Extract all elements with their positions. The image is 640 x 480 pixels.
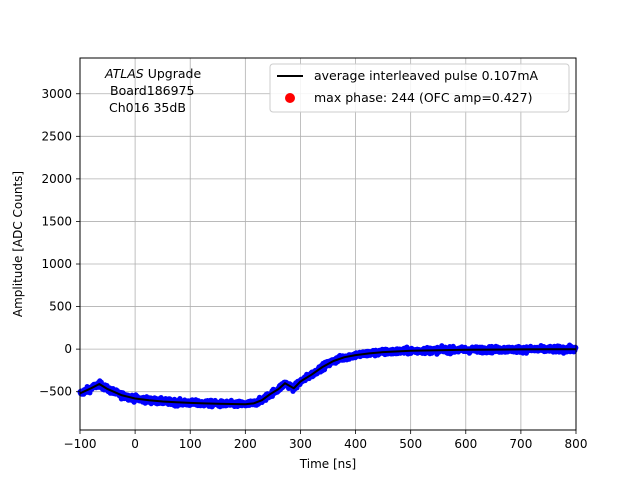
y-axis-ticks: −500 0 500 1000 1500 2000 2500 3000 bbox=[39, 87, 80, 399]
y-tick-label: 2000 bbox=[41, 172, 72, 186]
x-tick-label: 300 bbox=[289, 437, 312, 451]
average-pulse-line bbox=[79, 348, 576, 406]
y-tick-label: 2500 bbox=[41, 129, 72, 143]
legend-marker-swatch bbox=[285, 93, 295, 103]
legend-label-pulse: average interleaved pulse 0.107mA bbox=[314, 68, 539, 83]
x-tick-label: 600 bbox=[454, 437, 477, 451]
plot-frame bbox=[79, 57, 577, 431]
annotation: ATLAS Upgrade Board186975 Ch016 35dB bbox=[104, 66, 201, 115]
y-tick-label: 1000 bbox=[41, 257, 72, 271]
y-tick-label: 0 bbox=[64, 342, 72, 356]
x-tick-label: 800 bbox=[565, 437, 588, 451]
x-tick-label: 700 bbox=[509, 437, 532, 451]
annotation-atlas: ATLAS bbox=[104, 66, 144, 81]
y-tick-label: 1500 bbox=[41, 214, 72, 228]
pulse-line-path bbox=[79, 348, 576, 406]
legend-box bbox=[269, 63, 570, 113]
x-axis-ticks: −100 0 100 200 300 400 500 600 700 800 bbox=[64, 430, 588, 451]
x-tick-label: 0 bbox=[131, 437, 139, 451]
y-axis-label: Amplitude [ADC Counts] bbox=[11, 171, 25, 317]
legend: average interleaved pulse 0.107mA max ph… bbox=[269, 63, 570, 113]
x-tick-label: −100 bbox=[64, 437, 97, 451]
y-tick-label: −500 bbox=[39, 385, 72, 399]
x-axis-label: Time [ns] bbox=[299, 457, 356, 471]
x-tick-label: 200 bbox=[234, 437, 257, 451]
x-tick-label: 500 bbox=[399, 437, 422, 451]
annotation-line-1: ATLAS Upgrade bbox=[104, 66, 201, 81]
x-tick-label: 100 bbox=[179, 437, 202, 451]
y-tick-label: 500 bbox=[49, 300, 72, 314]
y-tick-label: 3000 bbox=[41, 87, 72, 101]
annotation-line-3: Ch016 35dB bbox=[109, 100, 186, 115]
x-tick-label: 400 bbox=[344, 437, 367, 451]
annotation-line-2: Board186975 bbox=[110, 83, 194, 98]
annotation-upgrade: Upgrade bbox=[144, 66, 202, 81]
legend-label-max-phase: max phase: 244 (OFC amp=0.427) bbox=[314, 90, 532, 105]
